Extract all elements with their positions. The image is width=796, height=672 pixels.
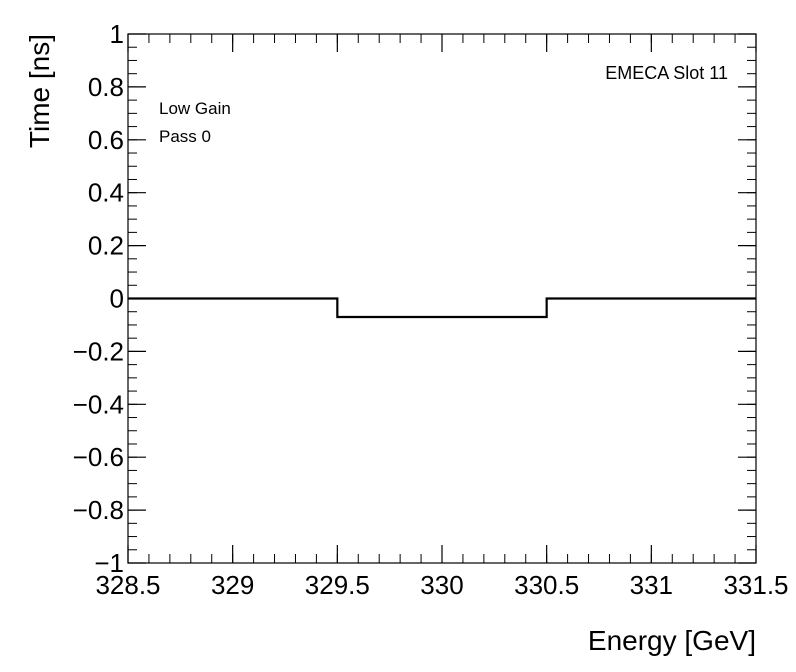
x-tick-label: 331 <box>630 570 673 600</box>
x-axis-label: Energy [GeV] <box>588 625 756 656</box>
major-ticks <box>127 33 757 564</box>
y-axis-label: Time [ns] <box>24 34 55 148</box>
y-tick-label: −0.6 <box>73 442 124 472</box>
y-tick-label: 0.6 <box>88 125 124 155</box>
annotation-gain: Low Gain <box>159 99 231 118</box>
series-line <box>128 297 756 319</box>
y-tick-label: 0.4 <box>88 178 124 208</box>
plot-frame <box>127 33 757 564</box>
x-tick-label: 331.5 <box>723 570 788 600</box>
y-tick-label: 0 <box>110 284 124 314</box>
x-tick-label: 330.5 <box>514 570 579 600</box>
y-tick-label: −0.2 <box>73 336 124 366</box>
y-tick-label: 0.2 <box>88 231 124 261</box>
y-tick-label: 1 <box>110 19 124 49</box>
y-tick-label: 0.8 <box>88 72 124 102</box>
annotation-slot: EMECA Slot 11 <box>605 63 728 83</box>
y-tick-label: −0.4 <box>73 389 124 419</box>
y-tick-label: −1 <box>94 548 124 578</box>
x-tick-label: 329.5 <box>305 570 370 600</box>
x-tick-label: 328.5 <box>95 570 160 600</box>
x-tick-labels: 328.5 329 329.5 330 330.5 331 331.5 <box>95 570 788 600</box>
annotation-pass: Pass 0 <box>159 127 211 146</box>
x-tick-label: 329 <box>211 570 254 600</box>
y-tick-labels: −1 −0.8 −0.6 −0.4 −0.2 0 0.2 0.4 0.6 0.8 1 <box>73 19 124 578</box>
y-tick-label: −0.8 <box>73 495 124 525</box>
x-tick-label: 330 <box>420 570 463 600</box>
